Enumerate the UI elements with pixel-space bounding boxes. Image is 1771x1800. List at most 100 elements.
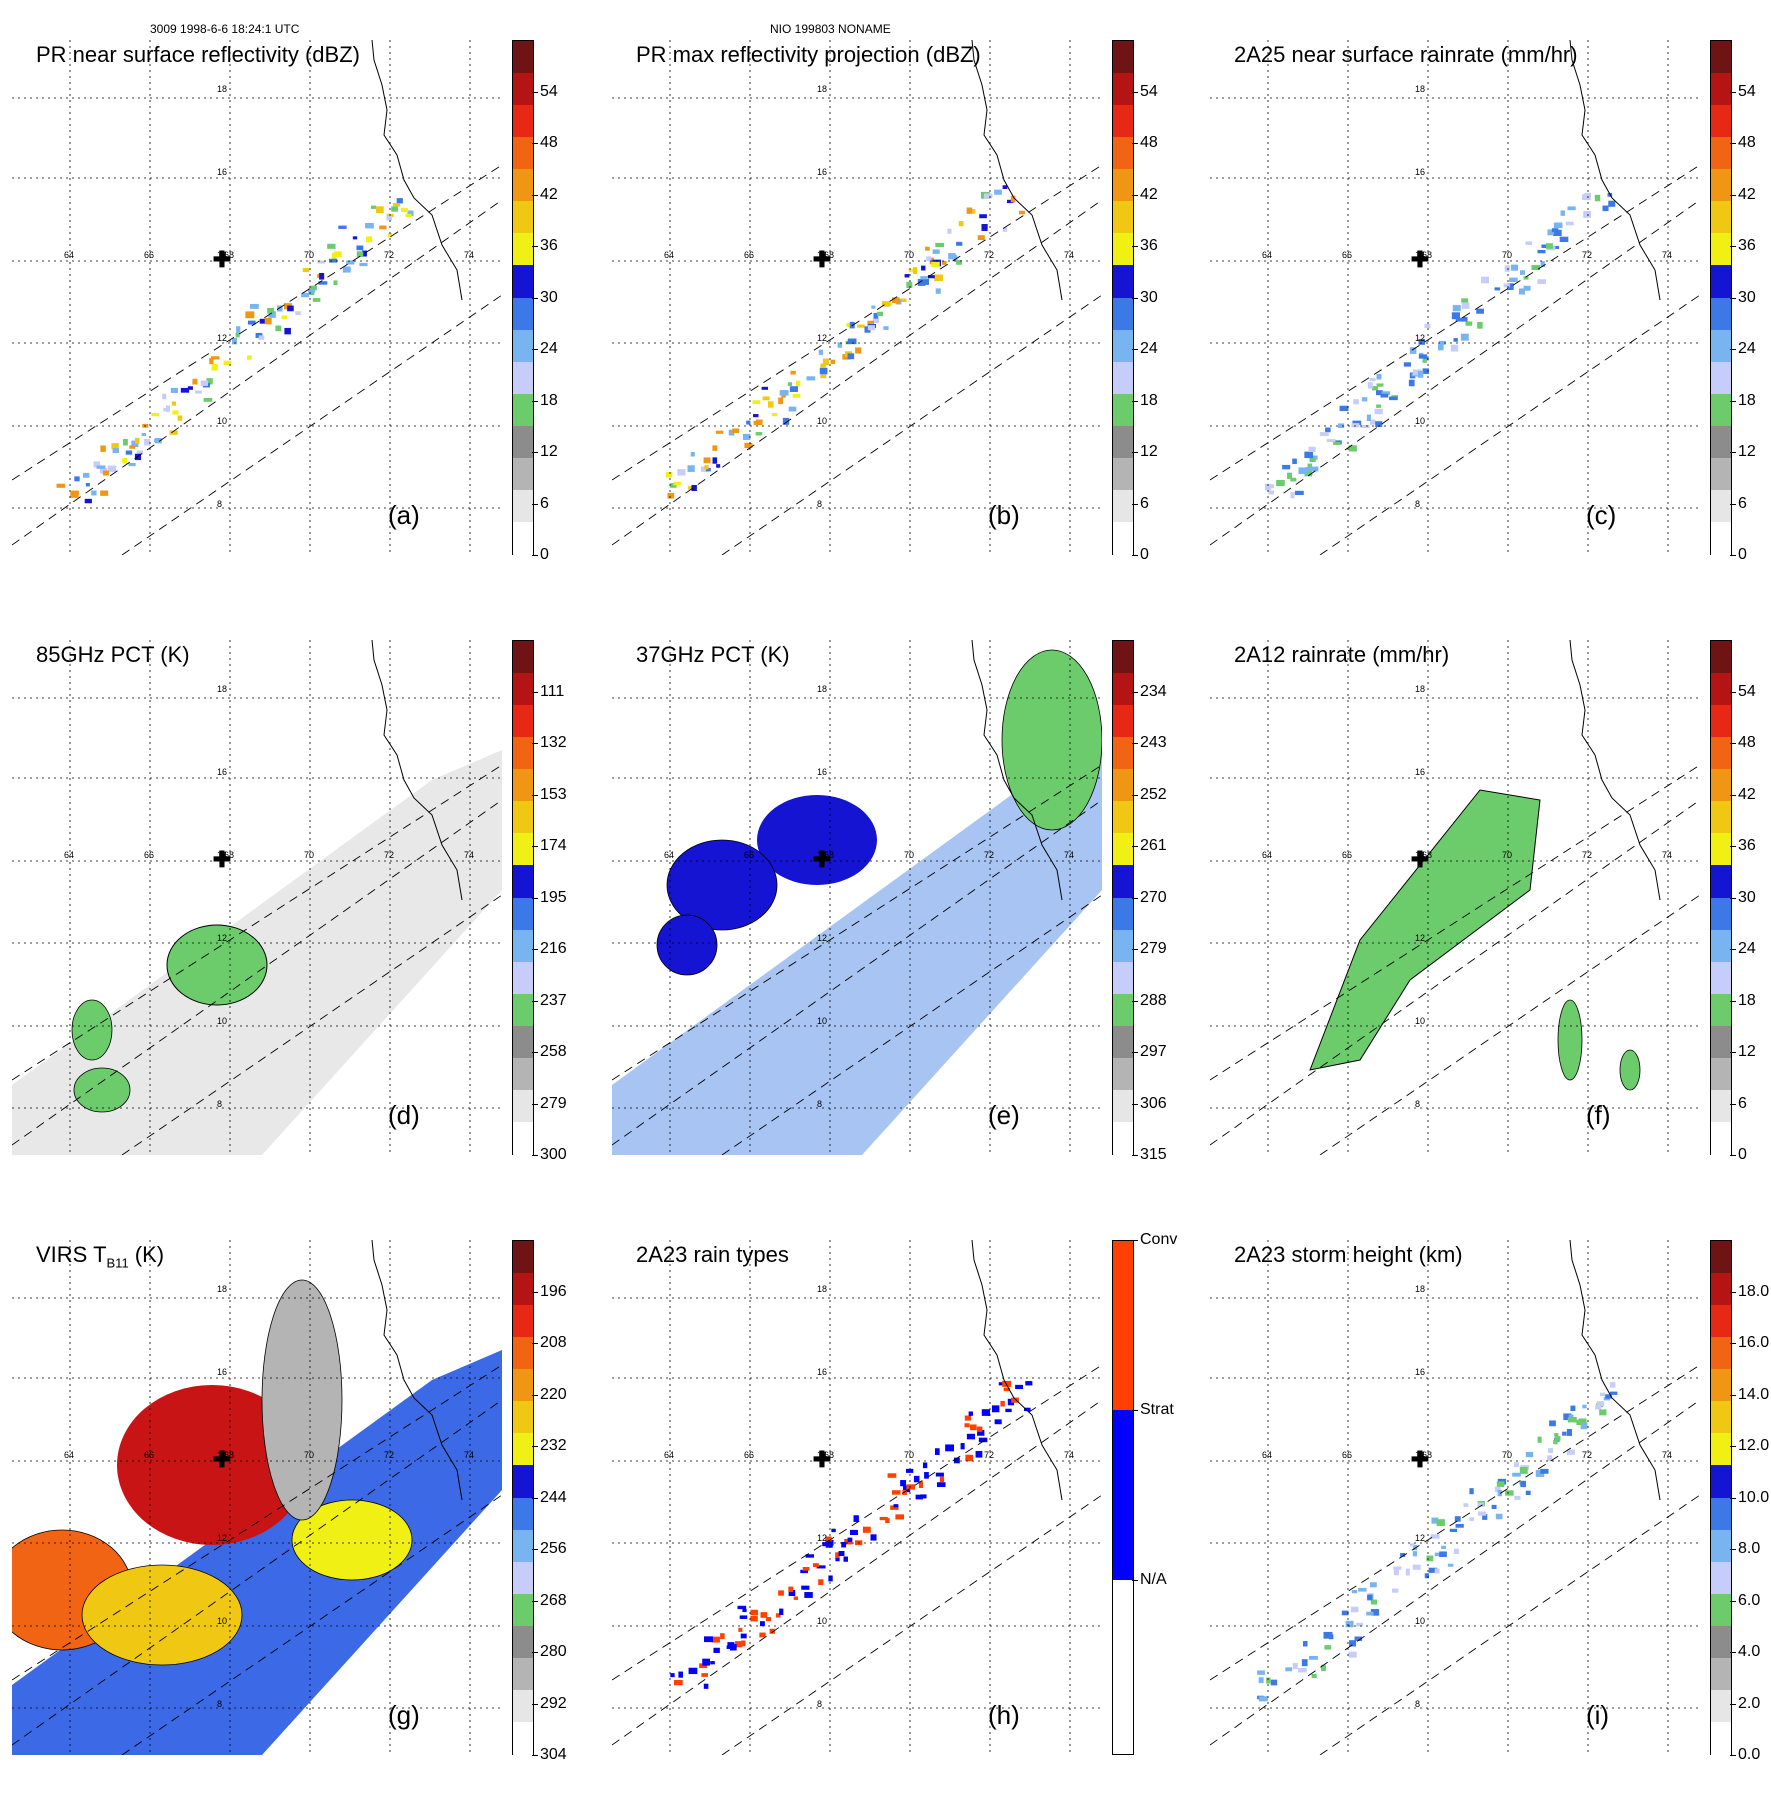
lat-label: 10 xyxy=(817,1016,828,1026)
precip-pixel xyxy=(1285,1667,1293,1672)
colorbar-segment xyxy=(1113,929,1133,963)
precip-pixel xyxy=(1430,1534,1440,1539)
colorbar-segment xyxy=(513,1057,533,1091)
precip-pixel xyxy=(876,311,884,317)
precip-pixel xyxy=(107,465,117,472)
colorbar-tick-label: 48 xyxy=(1730,134,1756,151)
precip-pixel xyxy=(768,401,774,408)
precip-pixel xyxy=(1381,391,1391,396)
colorbar-segment xyxy=(1113,169,1133,203)
precip-pixel xyxy=(855,347,862,354)
precip-pixel xyxy=(1258,1677,1264,1684)
colorbar-segment xyxy=(513,521,533,556)
precip-pixel xyxy=(1282,464,1291,470)
lon-label: 70 xyxy=(904,850,915,860)
precip-pixel xyxy=(885,1518,890,1524)
lon-label: 72 xyxy=(384,250,395,260)
precip-pixel xyxy=(966,207,973,214)
precip-pixel xyxy=(386,215,393,221)
colorbar-segment xyxy=(1711,993,1731,1027)
precip-pixel xyxy=(935,288,941,294)
precip-pixel xyxy=(760,1612,768,1618)
colorbar-segment xyxy=(1711,673,1731,707)
colorbar-segment xyxy=(1711,801,1731,835)
precip-pixel xyxy=(738,1627,743,1632)
colorbar-tick-label: 54 xyxy=(1730,82,1756,100)
colorbar-tick-label: 315 xyxy=(1132,1146,1167,1163)
colorbar-segment xyxy=(1113,393,1133,427)
panel-label: (b) xyxy=(988,500,1020,530)
coastline xyxy=(971,1240,1063,1501)
precip-pixel xyxy=(847,338,857,345)
colorbar-segment xyxy=(1113,105,1133,139)
precip-pixel xyxy=(371,205,377,209)
precip-pixel xyxy=(678,1671,683,1678)
precip-pixel xyxy=(966,1433,976,1440)
precip-pixel xyxy=(782,417,790,425)
precip-pixel xyxy=(1257,1670,1265,1675)
coastline xyxy=(1569,40,1661,301)
colorbar-segment xyxy=(1113,521,1133,556)
precip-pixel xyxy=(920,276,927,280)
precip-pixel xyxy=(1599,1409,1607,1416)
swath-edge xyxy=(1210,199,1700,546)
precip-pixel xyxy=(1514,1495,1521,1500)
precip-pixel xyxy=(788,1586,794,1593)
precip-pixel xyxy=(1302,1640,1308,1647)
colorbar-segment xyxy=(1711,961,1731,995)
lon-label: 70 xyxy=(304,250,315,260)
precip-pixel xyxy=(742,433,751,440)
colorbar-tick-label: 2.0 xyxy=(1729,1694,1761,1712)
precip-pixel xyxy=(1266,1677,1271,1684)
precip-pixel xyxy=(897,298,907,302)
precip-pixel xyxy=(953,1457,960,1464)
precip-pixel xyxy=(275,325,282,332)
precip-pixel xyxy=(1503,283,1510,288)
panel-label: (i) xyxy=(1586,1700,1610,1730)
precip-pixel xyxy=(905,1468,914,1473)
colorbar-segment xyxy=(513,1121,533,1156)
precip-pixel xyxy=(200,380,209,386)
colorbar-segment xyxy=(1113,329,1133,363)
swath-edge xyxy=(1210,799,1700,1146)
precip-pixel xyxy=(277,305,283,312)
precip-pixel xyxy=(1374,408,1383,415)
precip-pixel xyxy=(753,414,759,418)
colorbar-tick-label: 220 xyxy=(532,1385,567,1403)
precip-pixel xyxy=(1348,1651,1357,1658)
lon-label: 74 xyxy=(464,1450,475,1460)
precip-pixel xyxy=(1002,185,1008,190)
swath-edge xyxy=(12,199,502,546)
colorbar-tick-label: 256 xyxy=(532,1540,567,1557)
colorbar-tick-label: 243 xyxy=(1132,734,1167,751)
precip-pixel xyxy=(203,397,213,402)
precip-pixel xyxy=(818,349,824,355)
precip-pixel xyxy=(1294,490,1304,495)
precip-pixel xyxy=(912,267,918,275)
precip-pixel xyxy=(1608,200,1616,207)
precip-pixel xyxy=(920,1494,927,1499)
lon-label: 74 xyxy=(1662,250,1673,260)
colorbar-segment xyxy=(1113,993,1133,1027)
colorbar-segment xyxy=(513,393,533,427)
swath-edge xyxy=(1210,1399,1700,1746)
lon-label: 70 xyxy=(1502,250,1513,260)
precip-pixel xyxy=(1417,371,1424,378)
precip-pixel xyxy=(906,281,913,288)
map-area: 64 66 68 70 72 74 18 16 14 12 10 8 ✚ xyxy=(612,640,1102,1155)
precip-pixel xyxy=(752,400,761,404)
precip-pixel xyxy=(812,1563,819,1568)
coastline xyxy=(1569,1240,1661,1501)
precip-pixel xyxy=(1513,1462,1519,1468)
map-area: 64 66 68 70 72 74 18 16 14 12 10 8 ✚ xyxy=(12,40,502,555)
precip-pixel xyxy=(720,1633,725,1640)
lat-label: 8 xyxy=(1415,499,1421,509)
precip-pixel xyxy=(802,1567,810,1571)
precip-pixel xyxy=(850,1529,858,1535)
precip-pixel xyxy=(1482,1514,1488,1520)
field-blob xyxy=(73,1067,131,1113)
colorbar xyxy=(1710,1240,1732,1756)
precip-pixel xyxy=(891,1490,901,1495)
swath-edge xyxy=(121,894,502,1155)
precip-pixel xyxy=(960,1443,965,1450)
